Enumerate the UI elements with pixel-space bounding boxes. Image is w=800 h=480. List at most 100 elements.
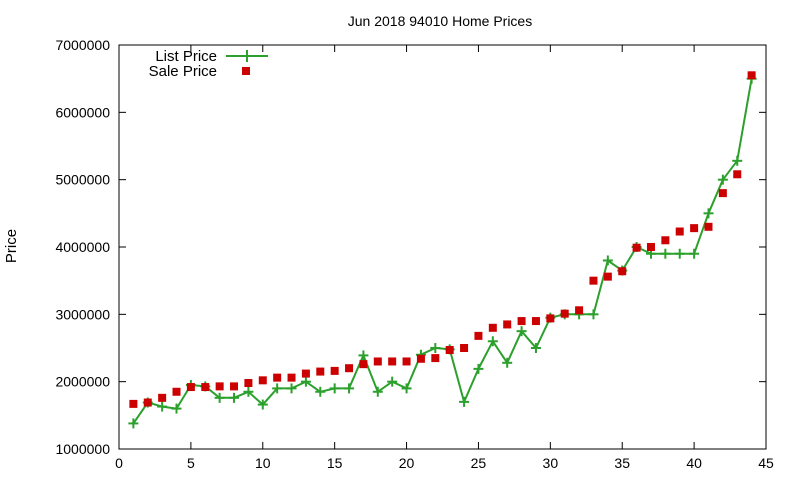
- sale-price-point: [733, 170, 742, 179]
- legend: List Price Sale Price: [149, 48, 268, 80]
- x-tick-label: 5: [187, 455, 195, 471]
- sale-price-point: [589, 276, 598, 285]
- sale-price-point: [316, 367, 325, 376]
- axis-ticks: 0 5 10 15 20 25 30 35 40 45 1000000 2000000 3000000 4…: [55, 37, 774, 471]
- legend-label-sale-price: Sale Price: [149, 63, 217, 80]
- list-price-point: [344, 383, 355, 394]
- list-price-point: [157, 401, 168, 412]
- list-price-point: [602, 255, 613, 266]
- sale-price-point: [675, 227, 684, 236]
- sale-price-point: [661, 236, 670, 245]
- sale-price-point: [273, 373, 282, 382]
- x-tick-label: 40: [686, 455, 702, 471]
- sale-price-point: [718, 189, 727, 198]
- sale-price-point: [431, 354, 440, 363]
- list-price-point: [732, 155, 743, 166]
- list-price-point: [272, 383, 283, 394]
- list-price-point: [516, 326, 527, 337]
- sale-price-point: [143, 398, 152, 407]
- y-tick-label: 1000000: [55, 441, 110, 457]
- list-price-point: [214, 392, 225, 403]
- list-price-line: [132, 78, 753, 424]
- x-tick-label: 45: [758, 455, 774, 471]
- sale-price-point: [258, 376, 267, 385]
- list-price-point: [530, 343, 541, 353]
- sale-price-point: [690, 224, 699, 233]
- sale-price-point: [445, 346, 454, 355]
- sale-price-point: [632, 243, 641, 252]
- sale-price-point: [287, 373, 296, 382]
- list-price-point: [372, 386, 383, 397]
- sale-price-point: [244, 379, 253, 388]
- series-layer: [128, 71, 757, 429]
- sale-price-point: [215, 382, 224, 391]
- sale-price-point: [230, 382, 239, 391]
- x-tick-label: 0: [115, 455, 123, 471]
- list-price-point: [430, 343, 441, 353]
- legend-marker-sale-price: [242, 67, 250, 75]
- sale-price-point: [201, 383, 210, 392]
- sale-price-point: [546, 314, 555, 323]
- y-axis-label: Price: [3, 229, 20, 263]
- sale-price-point: [474, 331, 483, 340]
- list-price-point: [300, 376, 311, 387]
- x-tick-label: 35: [614, 455, 630, 471]
- x-tick-label: 10: [255, 455, 271, 471]
- list-price-point: [660, 248, 671, 259]
- sale-price-point: [503, 320, 512, 329]
- y-tick-label: 4000000: [55, 239, 110, 255]
- list-price-point: [703, 208, 714, 219]
- list-price-point: [358, 350, 369, 361]
- sale-price-point: [301, 369, 310, 378]
- x-tick-label: 25: [471, 455, 487, 471]
- list-price-point: [674, 248, 685, 259]
- sale-price-point: [460, 344, 469, 352]
- list-price-point: [689, 248, 700, 259]
- list-price-point: [473, 363, 484, 374]
- sale-price-point: [402, 357, 411, 366]
- sale-price-point: [575, 306, 584, 315]
- list-price-point: [171, 403, 182, 414]
- sale-price-point: [747, 71, 756, 80]
- sale-price-point: [517, 317, 526, 326]
- list-price-point: [387, 376, 398, 387]
- y-tick-label: 2000000: [55, 374, 110, 390]
- list-price-point: [257, 399, 268, 410]
- x-tick-label: 30: [543, 455, 559, 471]
- list-price-point: [286, 383, 297, 394]
- sale-price-point: [388, 357, 397, 366]
- list-price-point: [502, 357, 513, 368]
- x-tick-label: 20: [399, 455, 415, 471]
- sale-price-point: [186, 383, 195, 392]
- y-tick-label: 7000000: [55, 37, 110, 53]
- sale-price-point: [330, 366, 339, 375]
- sale-price-point: [172, 387, 181, 396]
- list-price-point: [128, 418, 139, 429]
- sale-price-point: [359, 360, 368, 369]
- y-tick-label: 6000000: [55, 104, 110, 120]
- list-price-point: [487, 336, 498, 347]
- list-price-point: [229, 392, 240, 403]
- sale-price-point: [416, 354, 425, 363]
- sale-price-point: [488, 323, 497, 332]
- sale-price-point: [618, 267, 627, 276]
- list-price-point: [243, 386, 254, 397]
- chart-title: Jun 2018 94010 Home Prices: [348, 13, 532, 29]
- list-price-point: [717, 174, 728, 185]
- list-price-point: [459, 396, 470, 407]
- y-tick-label: 3000000: [55, 306, 110, 322]
- list-price-point: [329, 383, 340, 394]
- sale-price-point: [560, 309, 569, 318]
- sale-price-point: [345, 364, 354, 373]
- legend-label-list-price: List Price: [155, 48, 217, 65]
- sale-price-point: [373, 357, 382, 366]
- sale-price-point: [129, 399, 138, 408]
- y-tick-label: 5000000: [55, 172, 110, 188]
- sale-price-point: [603, 272, 612, 281]
- sale-price-point: [704, 222, 713, 231]
- legend-marker-list-price: [241, 50, 253, 62]
- list-price-point: [588, 309, 599, 320]
- list-price-point: [315, 386, 326, 397]
- list-price-point: [401, 383, 412, 394]
